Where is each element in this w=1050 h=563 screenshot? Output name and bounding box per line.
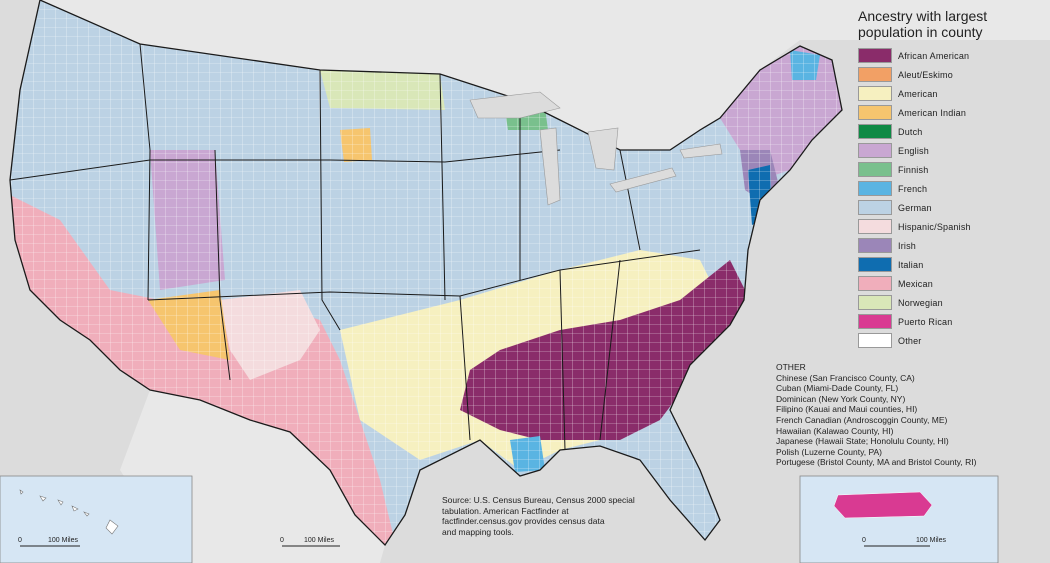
legend-swatch xyxy=(858,181,892,196)
legend-title-line2: population in county xyxy=(858,24,983,40)
hawaii-inset xyxy=(0,475,193,563)
state-borders xyxy=(9,43,701,451)
legend-swatch xyxy=(858,200,892,215)
legend-swatch xyxy=(858,333,892,348)
legend-item: Hispanic/Spanish xyxy=(852,217,1048,236)
legend-swatch xyxy=(858,143,892,158)
canada-land xyxy=(0,0,1050,150)
legend-swatch xyxy=(858,314,892,329)
legend-swatch xyxy=(858,238,892,253)
other-list: Chinese (San Francisco County, CA) Cuban … xyxy=(776,373,1046,468)
lake-huron xyxy=(587,127,619,171)
legend-item: American xyxy=(852,84,1048,103)
puerto-rico-inset xyxy=(799,475,999,563)
hawaii-scale-zero: 0 xyxy=(18,537,22,544)
other-entry: Polish (Luzerne County, PA) xyxy=(776,446,882,457)
legend-label: Dutch xyxy=(898,126,923,137)
legend-swatch xyxy=(858,48,892,63)
legend-item: Mexican xyxy=(852,274,1048,293)
legend-swatch xyxy=(858,257,892,272)
legend-item: African American xyxy=(852,46,1048,65)
lake-superior xyxy=(469,91,561,119)
legend-item: American Indian xyxy=(852,103,1048,122)
legend-swatch xyxy=(858,67,892,82)
legend-item: Aleut/Eskimo xyxy=(852,65,1048,84)
legend-label: German xyxy=(898,202,932,213)
legend-label: Italian xyxy=(898,259,924,270)
legend-swatch xyxy=(858,124,892,139)
legend-label: Hispanic/Spanish xyxy=(898,221,971,232)
lake-erie xyxy=(609,167,677,193)
legend-item: Puerto Rican xyxy=(852,312,1048,331)
legend-item: Italian xyxy=(852,255,1048,274)
hawaii-scale-label: 100 Miles xyxy=(48,537,78,544)
other-entry: Chinese (San Francisco County, CA) xyxy=(776,372,915,383)
pr-scale-label: 100 Miles xyxy=(916,537,946,544)
other-entry: French Canadian (Androscoggin County, ME… xyxy=(776,414,948,425)
other-entry: Dominican (New York County, NY) xyxy=(776,393,906,404)
other-ancestries: OTHER Chinese (San Francisco County, CA)… xyxy=(776,362,1046,468)
source-line1: Source: U.S. Census Bureau, Census 2000 … xyxy=(442,495,635,505)
legend-item: Norwegian xyxy=(852,293,1048,312)
other-entry: Portugese (Bristol County, MA and Bristo… xyxy=(776,457,977,468)
legend-item: German xyxy=(852,198,1048,217)
other-entry: Filipino (Kauai and Maui counties, HI) xyxy=(776,404,918,415)
alaska-scale-zero: 0 xyxy=(280,537,284,544)
legend-item: Finnish xyxy=(852,160,1048,179)
legend-swatch xyxy=(858,276,892,291)
legend-label: Finnish xyxy=(898,164,929,175)
source-line3: factfinder.census.gov provides census da… xyxy=(442,516,605,526)
legend-swatch xyxy=(858,162,892,177)
legend-label: Irish xyxy=(898,240,917,251)
source-note: Source: U.S. Census Bureau, Census 2000 … xyxy=(442,495,647,537)
other-heading: OTHER xyxy=(776,362,806,372)
legend-label: African American xyxy=(898,50,970,61)
legend-title: Ancestry with largest population in coun… xyxy=(858,8,1048,40)
lake-ontario xyxy=(679,143,723,159)
legend-label: Norwegian xyxy=(898,297,943,308)
legend-label: Mexican xyxy=(898,278,933,289)
legend-item: Irish xyxy=(852,236,1048,255)
alaska-scale-label: 100 Miles xyxy=(304,537,334,544)
legend-label: English xyxy=(898,145,929,156)
legend-title-line1: Ancestry with largest xyxy=(858,8,988,24)
legend-items: African American Aleut/Eskimo American Amer… xyxy=(852,46,1048,350)
legend-item: Other xyxy=(852,331,1048,350)
legend-label: Aleut/Eskimo xyxy=(898,69,953,80)
legend-swatch xyxy=(858,86,892,101)
legend-label: American Indian xyxy=(898,107,967,118)
legend-label: French xyxy=(898,183,928,194)
legend-swatch xyxy=(858,295,892,310)
lake-michigan xyxy=(539,127,561,206)
legend-swatch xyxy=(858,105,892,120)
other-entry: Japanese (Hawaii State; Honolulu County,… xyxy=(776,436,949,447)
pr-scale-zero: 0 xyxy=(862,537,866,544)
us-outline xyxy=(9,0,843,547)
other-entry: Cuban (Miami-Dade County, FL) xyxy=(776,383,899,394)
other-entry: Hawaiian (Kalawao County, HI) xyxy=(776,425,894,436)
legend-item: French xyxy=(852,179,1048,198)
legend-item: Dutch xyxy=(852,122,1048,141)
legend-label: American xyxy=(898,88,938,99)
source-line2: tabulation. American Factfinder at xyxy=(442,505,569,516)
legend-swatch xyxy=(858,219,892,234)
legend-label: Other xyxy=(898,335,922,346)
source-line4: and mapping tools. xyxy=(442,526,514,537)
legend: Ancestry with largest population in coun… xyxy=(852,6,1048,350)
legend-label: Puerto Rican xyxy=(898,316,953,327)
legend-item: English xyxy=(852,141,1048,160)
